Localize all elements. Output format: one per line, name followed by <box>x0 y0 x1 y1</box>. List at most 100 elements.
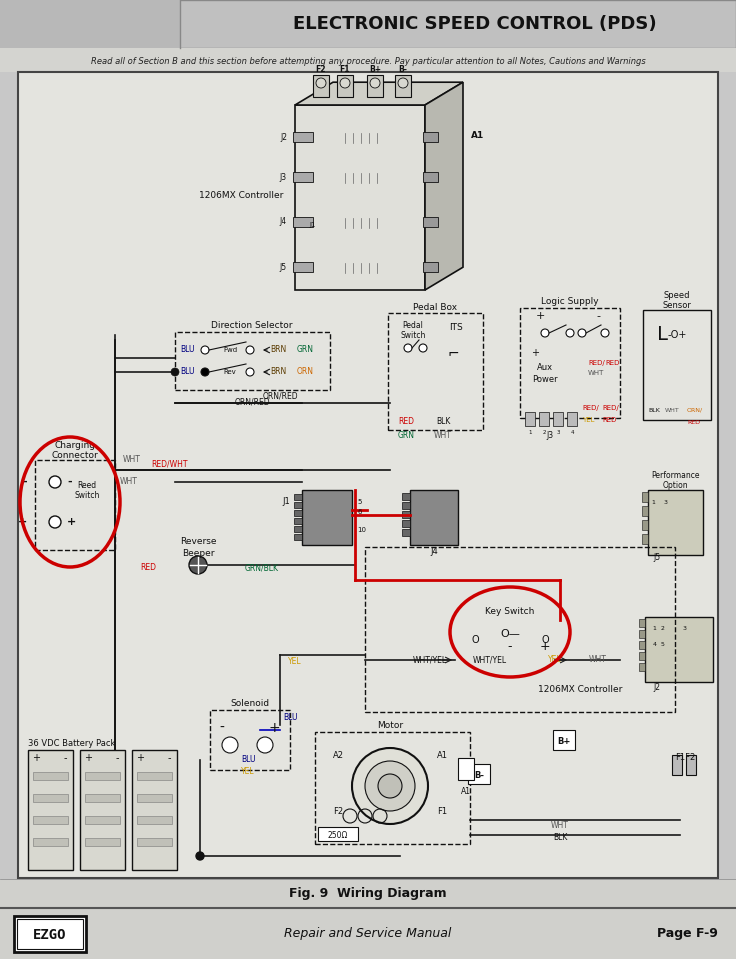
Text: ORN/: ORN/ <box>687 408 703 412</box>
Circle shape <box>49 476 61 488</box>
Text: Pedal Box: Pedal Box <box>413 302 457 312</box>
Text: 1  2: 1 2 <box>653 626 665 631</box>
Bar <box>0 0 736 48</box>
Text: Key Switch: Key Switch <box>485 607 534 617</box>
Bar <box>648 490 703 555</box>
Text: Performance: Performance <box>651 472 699 480</box>
Text: F1: F1 <box>340 64 350 74</box>
Text: RED/: RED/ <box>588 360 605 366</box>
Bar <box>315 732 470 844</box>
Text: +: + <box>67 517 77 527</box>
Circle shape <box>566 329 574 337</box>
Text: Reverse: Reverse <box>180 537 216 547</box>
Bar <box>642 492 648 502</box>
Text: ORN/RED: ORN/RED <box>234 397 270 407</box>
Bar <box>293 172 313 182</box>
Text: +: + <box>535 311 545 321</box>
Text: F2: F2 <box>333 807 343 815</box>
Bar <box>639 630 645 638</box>
Text: 1: 1 <box>528 431 531 435</box>
Text: B-: B- <box>474 770 484 780</box>
Text: BRN: BRN <box>270 367 286 377</box>
Bar <box>423 262 438 272</box>
Bar <box>28 750 73 870</box>
Text: Page F-9: Page F-9 <box>657 927 718 941</box>
Bar <box>0 0 180 48</box>
Text: BLU: BLU <box>180 367 194 377</box>
Text: 1206MX Controller: 1206MX Controller <box>199 191 283 199</box>
Circle shape <box>601 329 609 337</box>
Text: -: - <box>219 721 224 735</box>
Text: 2: 2 <box>542 431 546 435</box>
Bar <box>423 172 438 182</box>
Bar <box>402 511 410 518</box>
Bar <box>520 308 620 418</box>
Bar <box>85 838 120 846</box>
Text: J4: J4 <box>430 548 438 556</box>
Text: -: - <box>67 477 71 487</box>
Bar <box>85 794 120 802</box>
Text: RED/: RED/ <box>602 405 619 411</box>
Bar <box>0 880 736 959</box>
Text: -: - <box>596 311 600 321</box>
Bar <box>137 816 172 824</box>
Text: 3: 3 <box>556 431 560 435</box>
Text: YEL: YEL <box>582 417 595 423</box>
Bar <box>137 794 172 802</box>
Text: ORN: ORN <box>297 367 314 377</box>
Bar <box>33 838 68 846</box>
Circle shape <box>404 344 412 352</box>
Bar <box>85 772 120 780</box>
Circle shape <box>541 329 549 337</box>
Circle shape <box>222 737 238 753</box>
Text: Fwd: Fwd <box>223 347 237 353</box>
Bar <box>85 816 120 824</box>
Polygon shape <box>295 82 463 105</box>
Text: B+: B+ <box>557 737 570 746</box>
Bar <box>402 493 410 500</box>
Bar <box>294 502 302 508</box>
Bar <box>313 75 329 97</box>
Circle shape <box>201 368 209 376</box>
Bar <box>17 919 83 949</box>
Circle shape <box>316 78 326 88</box>
Text: Logic Supply: Logic Supply <box>541 297 599 307</box>
Text: ⌐: ⌐ <box>447 346 459 360</box>
Text: J2: J2 <box>653 683 660 691</box>
Text: Speed: Speed <box>664 292 690 300</box>
Circle shape <box>365 761 415 811</box>
Text: J1: J1 <box>310 222 316 228</box>
Text: O: O <box>471 635 479 645</box>
Text: WHT/YEL: WHT/YEL <box>413 656 447 665</box>
Text: A1: A1 <box>461 787 471 797</box>
Text: O—: O— <box>500 629 520 639</box>
Text: Beeper: Beeper <box>182 550 214 558</box>
Text: J5: J5 <box>653 553 660 563</box>
Text: ORN/RED: ORN/RED <box>262 391 298 401</box>
Text: ELECTRONIC SPEED CONTROL (PDS): ELECTRONIC SPEED CONTROL (PDS) <box>293 15 657 33</box>
Text: RED: RED <box>140 564 156 573</box>
Circle shape <box>49 516 61 528</box>
Circle shape <box>189 556 207 574</box>
Circle shape <box>257 737 273 753</box>
Bar <box>0 48 736 72</box>
Text: WHT: WHT <box>123 456 141 464</box>
Text: Pedal: Pedal <box>403 320 423 330</box>
Text: Solenoid: Solenoid <box>230 699 269 709</box>
Text: Option: Option <box>662 481 688 490</box>
Text: A2: A2 <box>333 752 344 760</box>
Text: RED/WHT: RED/WHT <box>152 459 188 469</box>
Text: 5: 5 <box>357 499 361 505</box>
Text: WHT: WHT <box>589 656 607 665</box>
Text: 250Ω: 250Ω <box>328 831 348 840</box>
Text: +: + <box>539 641 551 653</box>
Text: YEL: YEL <box>241 767 255 777</box>
Bar <box>468 764 490 784</box>
Text: WHT: WHT <box>665 408 680 412</box>
Bar <box>80 750 125 870</box>
Circle shape <box>201 346 209 354</box>
Bar <box>18 72 718 878</box>
Polygon shape <box>425 82 463 290</box>
Text: -: - <box>63 753 67 763</box>
Bar <box>365 547 675 712</box>
